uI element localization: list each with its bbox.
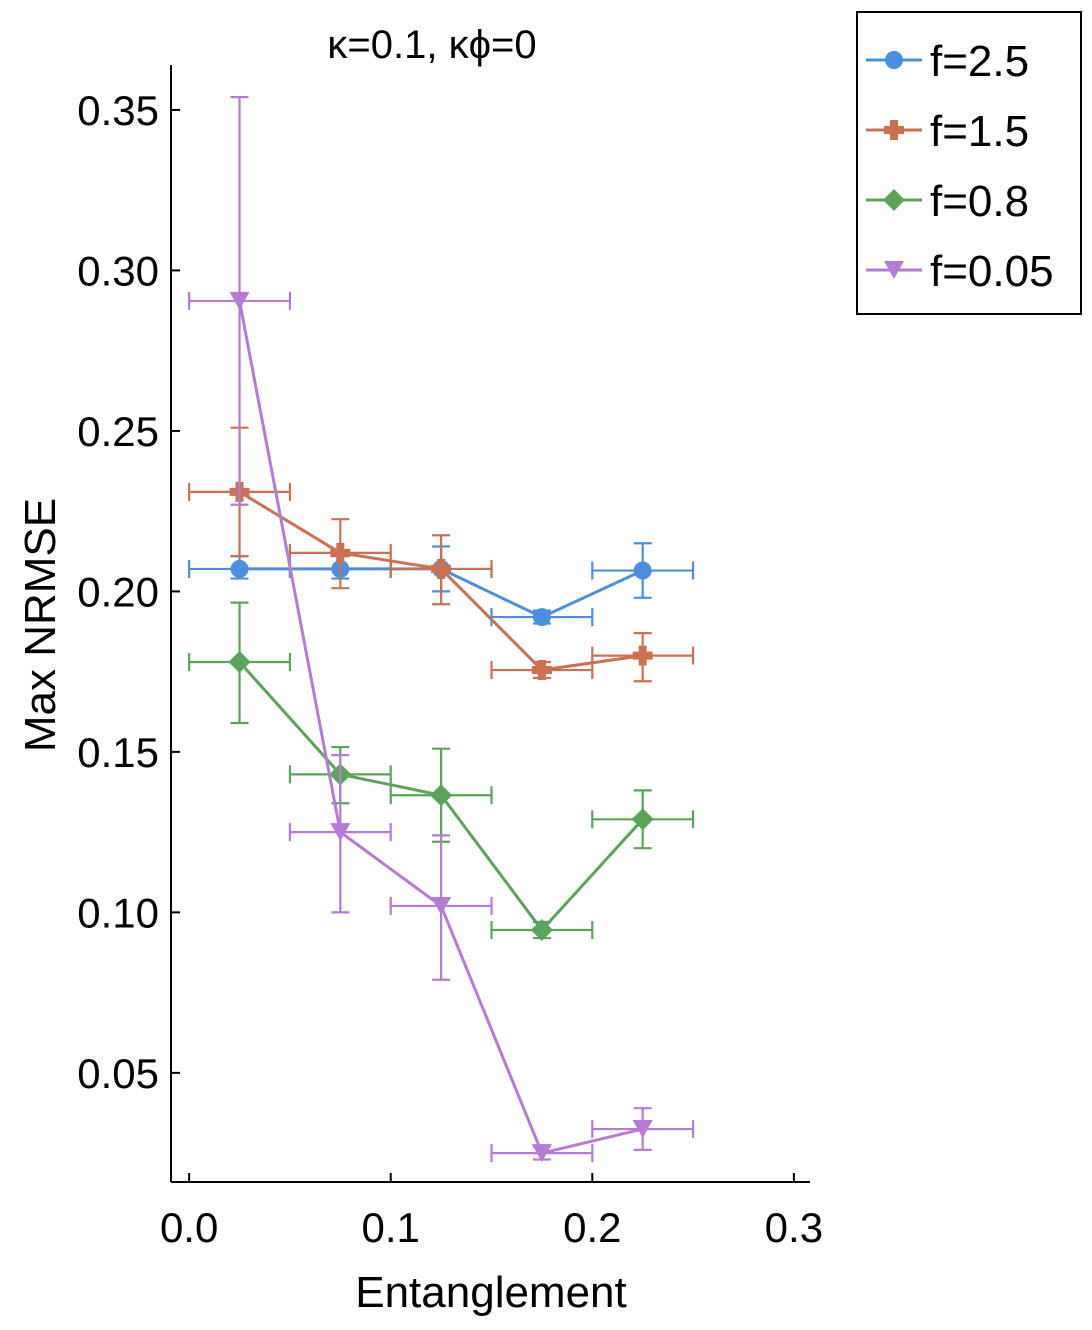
legend-marker — [883, 189, 905, 211]
x-ticks: 0.0 0.1 0.2 0.3 — [160, 1173, 823, 1251]
legend-label: f=1.5 — [930, 107, 1029, 156]
y-tick-label: 0.10 — [77, 889, 159, 936]
data-point — [632, 645, 653, 666]
x-axis-label: Entanglement — [355, 1268, 627, 1317]
x-tick-label: 0.0 — [160, 1204, 218, 1251]
legend-marker — [885, 51, 903, 69]
series-f=0.05 — [188, 95, 695, 1163]
axes — [170, 65, 810, 1183]
data-point — [330, 823, 351, 842]
y-axis-label: Max NRMSE — [16, 498, 65, 752]
data-point — [531, 1144, 552, 1163]
legend-label: f=0.8 — [930, 177, 1029, 226]
series-f=0.8 — [188, 601, 695, 942]
y-tick-label: 0.25 — [77, 408, 159, 455]
legend-item: f=0.05 — [866, 247, 1054, 296]
y-tick-label: 0.15 — [77, 729, 159, 776]
data-point — [631, 808, 654, 831]
data-point — [431, 558, 452, 579]
legend-items: f=2.5 f=1.5 f=0.8 f=0.05 — [866, 37, 1054, 296]
data-point — [330, 542, 351, 563]
chart-title: κ=0.1, κϕ=0 — [327, 23, 536, 67]
data-point — [230, 559, 249, 578]
legend-item: f=0.8 — [866, 177, 1029, 226]
legend-marker — [884, 261, 904, 279]
legend-marker — [884, 120, 904, 140]
y-tick-label: 0.05 — [77, 1050, 159, 1097]
data-point — [633, 561, 652, 580]
legend-label: f=2.5 — [930, 37, 1029, 86]
y-tick-label: 0.35 — [77, 87, 159, 134]
legend-item: f=2.5 — [866, 37, 1029, 86]
series-line — [238, 300, 644, 1155]
legend-label: f=0.05 — [930, 247, 1054, 296]
data-point — [430, 784, 453, 807]
data-point — [228, 651, 251, 674]
data-point — [530, 919, 553, 942]
x-tick-label: 0.1 — [362, 1204, 420, 1251]
x-tick-label: 0.3 — [765, 1204, 823, 1251]
legend-item: f=1.5 — [866, 107, 1029, 156]
series-f=1.5 — [188, 426, 695, 683]
data-point — [531, 660, 552, 681]
y-tick-label: 0.30 — [77, 247, 159, 294]
data-point — [431, 896, 452, 915]
series-layer — [188, 95, 695, 1163]
data-point — [632, 1120, 653, 1139]
data-point — [229, 291, 250, 310]
y-ticks: 0.05 0.10 0.15 0.20 0.25 0.30 0.35 — [77, 87, 180, 1097]
y-tick-label: 0.20 — [77, 568, 159, 615]
x-tick-label: 0.2 — [563, 1204, 621, 1251]
data-point — [532, 608, 551, 627]
legend: f=2.5 f=1.5 f=0.8 f=0.05 — [856, 11, 1082, 315]
